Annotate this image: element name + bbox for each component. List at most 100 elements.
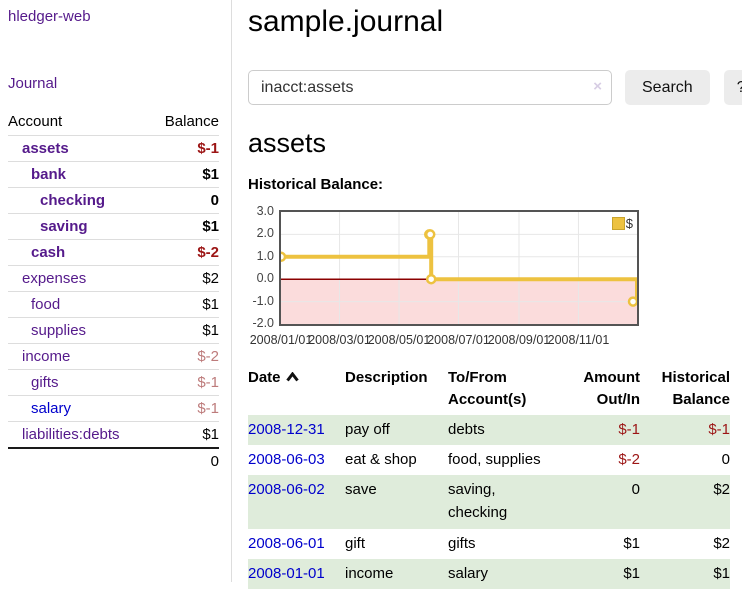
account-balance: $2 xyxy=(149,265,219,292)
account-balance: $1 xyxy=(149,161,219,188)
account-link[interactable]: assets xyxy=(22,140,69,157)
register-row: 2008-01-01 income salary $1 $1 xyxy=(248,558,730,589)
account-link[interactable]: saving xyxy=(40,218,88,235)
sidebar-item-journal[interactable]: Journal xyxy=(8,75,58,92)
transaction-balance: $-1 xyxy=(708,420,730,438)
transaction-description: income xyxy=(345,564,394,582)
account-row: food $1 xyxy=(8,291,219,318)
account-row: checking 0 xyxy=(8,187,219,214)
account-link[interactable]: salary xyxy=(31,400,72,417)
accounts-total-value: 0 xyxy=(149,447,219,474)
account-row: assets $-1 xyxy=(8,135,219,162)
accounts-header-account: Account xyxy=(8,113,63,130)
x-tick-label: 2008/11/01 xyxy=(547,333,610,347)
account-row: liabilities:debts $1 xyxy=(8,421,219,448)
chart-title: Historical Balance: xyxy=(248,176,384,193)
account-balance: $-1 xyxy=(149,135,219,162)
accounts-table: Account Balance assets $-1 bank $1 check… xyxy=(8,109,219,474)
transaction-accounts: debts xyxy=(448,420,485,438)
y-tick-label: 0.0 xyxy=(256,271,274,286)
transaction-balance: 0 xyxy=(721,450,730,468)
chart-legend: $ xyxy=(611,216,633,231)
register-header-description[interactable]: Description xyxy=(345,369,428,386)
account-row: income $-2 xyxy=(8,343,219,370)
register-header-balance[interactable]: Historical Balance xyxy=(661,369,730,408)
account-row: saving $1 xyxy=(8,213,219,240)
y-tick-label: -2.0 xyxy=(252,316,274,330)
account-title: assets xyxy=(248,128,327,158)
account-link[interactable]: cash xyxy=(31,244,66,261)
historical-balance-chart: $ 3.0 2.0 1.0 0.0 -1.0 -2.0 2008/01/01 2008/03/… xyxy=(248,204,668,350)
account-balance: 0 xyxy=(149,187,219,214)
register-header-date[interactable]: Date xyxy=(248,365,345,415)
account-row: gifts $-1 xyxy=(8,369,219,396)
account-row: salary $-1 xyxy=(8,395,219,422)
account-link[interactable]: checking xyxy=(40,192,106,209)
transaction-amount: $-2 xyxy=(618,450,640,468)
clear-search-icon[interactable]: × xyxy=(593,78,602,95)
data-point-marker xyxy=(424,229,436,240)
transaction-date-link[interactable]: 2008-06-01 xyxy=(248,534,325,552)
register-row: 2008-12-31 pay off debts $-1 $-1 xyxy=(248,414,730,445)
data-point-marker xyxy=(275,251,287,263)
account-link[interactable]: income xyxy=(22,348,71,365)
sidebar: hledger-web Journal Account Balance asse… xyxy=(0,0,232,582)
account-link[interactable]: liabilities:debts xyxy=(22,426,120,443)
register-header-amount[interactable]: Amount Out/In xyxy=(583,369,640,408)
transaction-balance: $2 xyxy=(713,481,730,498)
account-link[interactable]: gifts xyxy=(31,374,59,391)
register-row: 2008-06-03 eat & shop food, supplies $-2… xyxy=(248,445,730,475)
account-row: expenses $2 xyxy=(8,265,219,292)
account-link[interactable]: expenses xyxy=(22,270,87,287)
search-box: × xyxy=(248,70,612,105)
transaction-balance: $2 xyxy=(713,534,730,552)
register-table: Date Description To/From Account(s) Amou… xyxy=(248,365,730,589)
account-row: supplies $1 xyxy=(8,317,219,344)
transaction-date-link[interactable]: 2008-01-01 xyxy=(248,564,325,582)
transaction-accounts: salary xyxy=(448,564,489,582)
transaction-amount: $1 xyxy=(623,564,640,582)
account-link[interactable]: food xyxy=(31,296,61,313)
accounts-header-balance: Balance xyxy=(164,113,219,130)
chart-svg xyxy=(275,212,639,324)
account-balance: $-1 xyxy=(149,369,219,396)
legend-label: $ xyxy=(625,216,633,231)
register-row: 2008-06-02 save saving, checking 0 $2 xyxy=(248,475,730,529)
accounts-total-row: 0 xyxy=(8,447,219,474)
accounts-header-row: Account Balance xyxy=(8,109,219,136)
x-tick-label: 2008/07/01 xyxy=(427,333,490,347)
y-tick-label: 3.0 xyxy=(256,204,274,218)
chart-plot-area: $ xyxy=(275,210,639,326)
transaction-accounts: gifts xyxy=(448,534,476,552)
help-button[interactable]: ? xyxy=(723,70,742,105)
account-balance: $1 xyxy=(149,317,219,344)
account-balance: $1 xyxy=(149,291,219,318)
data-point-marker xyxy=(425,273,437,285)
register-header-accounts[interactable]: To/From Account(s) xyxy=(448,369,527,408)
transaction-description: eat & shop xyxy=(345,450,417,468)
y-tick-label: -1.0 xyxy=(252,293,274,308)
account-link[interactable]: bank xyxy=(31,166,67,183)
data-point-marker xyxy=(627,296,639,307)
register-row: 2008-06-01 gift gifts $1 $2 xyxy=(248,529,730,559)
account-link[interactable]: supplies xyxy=(31,322,87,339)
search-button[interactable]: Search xyxy=(625,70,710,105)
x-tick-label: 2008/03/01 xyxy=(308,333,371,347)
x-tick-label: 2008/09/01 xyxy=(487,333,551,347)
search-row: × Search ? xyxy=(248,70,742,105)
brand-link[interactable]: hledger-web xyxy=(8,8,91,25)
search-input[interactable] xyxy=(248,70,612,105)
transaction-description: gift xyxy=(345,534,366,552)
transaction-date-link[interactable]: 2008-06-03 xyxy=(248,450,325,468)
y-tick-label: 2.0 xyxy=(256,226,274,241)
account-balance: $1 xyxy=(149,213,219,240)
account-balance: $1 xyxy=(149,421,219,448)
transaction-amount: $1 xyxy=(623,534,640,552)
page-title: sample.journal xyxy=(248,5,444,38)
transaction-date-link[interactable]: 2008-06-02 xyxy=(248,481,325,498)
chevron-up-icon xyxy=(285,369,299,386)
register-header-row: Date Description To/From Account(s) Amou… xyxy=(248,365,730,415)
transaction-date-link[interactable]: 2008-12-31 xyxy=(248,420,325,438)
transaction-accounts: saving, checking xyxy=(448,481,508,522)
transaction-accounts: food, supplies xyxy=(448,450,541,468)
